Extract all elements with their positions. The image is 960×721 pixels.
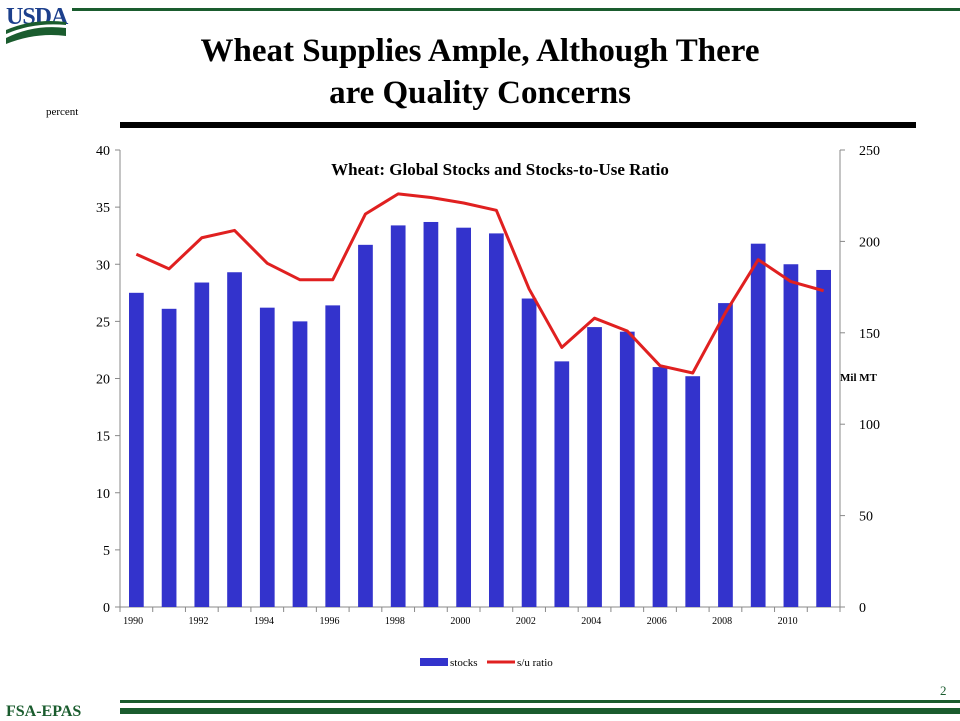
stocks-bar [260, 308, 275, 607]
left-tick-label: 20 [96, 373, 110, 388]
right-tick-label: 50 [859, 510, 873, 525]
x-tick-label: 2006 [647, 616, 667, 627]
stocks-bar [293, 321, 308, 607]
stocks-bar [685, 376, 700, 607]
x-tick-label: 2010 [778, 616, 798, 627]
legend-stocks-swatch [420, 658, 448, 666]
page-number: 2 [940, 683, 947, 699]
left-tick-label: 15 [96, 430, 110, 445]
x-tick-label: 2002 [516, 616, 536, 627]
stocks-bar [325, 305, 340, 607]
stocks-bar [489, 233, 504, 607]
stocks-bar [162, 309, 177, 607]
stocks-bar [424, 222, 439, 607]
right-tick-label: 200 [859, 235, 880, 250]
left-tick-label: 35 [96, 201, 110, 216]
x-tick-label: 1994 [254, 616, 274, 627]
x-tick-label: 2000 [450, 616, 470, 627]
stocks-bar [391, 225, 406, 607]
stocks-bar [456, 228, 471, 607]
footer-rule-thick [120, 708, 960, 714]
chart-title: Wheat: Global Stocks and Stocks-to-Use R… [331, 160, 669, 179]
left-tick-label: 30 [96, 258, 110, 273]
footer-org-label: FSA-EPAS [6, 703, 81, 721]
stocks-bar [587, 327, 602, 607]
stocks-bar [751, 244, 766, 607]
x-tick-label: 1996 [319, 616, 339, 627]
stocks-bar [129, 293, 144, 607]
stocks-bar [194, 283, 209, 607]
footer-rule-thin [120, 700, 960, 703]
left-tick-label: 10 [96, 487, 110, 502]
x-tick-label: 2004 [581, 616, 601, 627]
stocks-bar [653, 367, 668, 607]
right-tick-label: 0 [859, 601, 866, 616]
x-tick-label: 1998 [385, 616, 405, 627]
left-tick-label: 5 [103, 544, 110, 559]
right-tick-label: 150 [859, 327, 880, 342]
left-tick-label: 40 [96, 144, 110, 159]
legend-stocks-label: stocks [450, 657, 478, 669]
left-tick-label: 0 [103, 601, 110, 616]
x-tick-label: 2008 [712, 616, 732, 627]
right-tick-label: 250 [859, 144, 880, 159]
stocks-bar [358, 245, 373, 607]
legend-ratio-label: s/u ratio [517, 657, 553, 669]
x-tick-label: 1992 [189, 616, 209, 627]
stocks-bar [784, 264, 799, 607]
right-tick-label: 100 [859, 418, 880, 433]
stocks-bar [816, 270, 831, 607]
stocks-bar [718, 303, 733, 607]
stocks-bar [227, 272, 242, 607]
left-tick-label: 25 [96, 315, 110, 330]
stocks-bar [620, 332, 635, 607]
stocks-bar [554, 361, 569, 607]
stocks-bar [522, 299, 537, 607]
x-tick-label: 1990 [123, 616, 143, 627]
chart: Wheat: Global Stocks and Stocks-to-Use R… [0, 0, 960, 720]
